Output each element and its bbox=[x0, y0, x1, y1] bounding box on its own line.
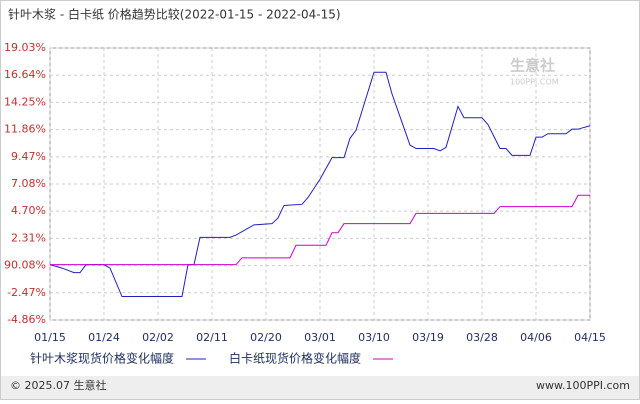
series-line bbox=[49, 71, 591, 298]
x-tick-label: 04/06 bbox=[520, 331, 552, 344]
series-line bbox=[50, 194, 590, 266]
y-tick-label: 14.25% bbox=[4, 95, 46, 108]
y-tick-label: 4.70% bbox=[11, 204, 46, 217]
watermark: 100PPI.COM bbox=[510, 78, 559, 87]
chart-title: 针叶木浆 - 白卡纸 价格趋势比较(2022-01-15 - 2022-04-1… bbox=[8, 7, 341, 22]
y-tick-label: -4.86% bbox=[7, 313, 46, 326]
x-tick-label: 03/28 bbox=[466, 331, 498, 344]
legend-label: 针叶木浆现货价格变化幅度 bbox=[30, 351, 174, 366]
x-tick-label: 02/11 bbox=[196, 331, 228, 344]
y-tick-label: -2.47% bbox=[7, 286, 46, 299]
y-tick-label: 90.08% bbox=[4, 259, 46, 272]
legend-label: 白卡纸现货价格变化幅度 bbox=[229, 351, 361, 366]
watermark: 生意社 bbox=[510, 57, 555, 75]
x-tick-label: 02/02 bbox=[142, 331, 174, 344]
x-tick-label: 02/20 bbox=[250, 331, 282, 344]
y-tick-label: 9.47% bbox=[11, 150, 46, 163]
footer-right: www.100PPI.com bbox=[536, 379, 630, 392]
x-tick-label: 03/10 bbox=[358, 331, 390, 344]
footer-left: © 2025.07 生意社 bbox=[10, 378, 106, 392]
x-tick-label: 03/01 bbox=[304, 331, 336, 344]
x-tick-label: 01/24 bbox=[88, 331, 120, 344]
x-tick-label: 03/19 bbox=[412, 331, 444, 344]
y-tick-label: 16.64% bbox=[4, 68, 46, 81]
y-tick-label: 2.31% bbox=[11, 231, 46, 244]
x-tick-label: 01/15 bbox=[34, 331, 66, 344]
y-tick-label: 19.03% bbox=[4, 41, 46, 54]
y-tick-label: 7.08% bbox=[11, 177, 46, 190]
y-tick-label: 11.86% bbox=[4, 123, 46, 136]
x-tick-label: 04/15 bbox=[574, 331, 606, 344]
footer-band bbox=[1, 376, 639, 399]
